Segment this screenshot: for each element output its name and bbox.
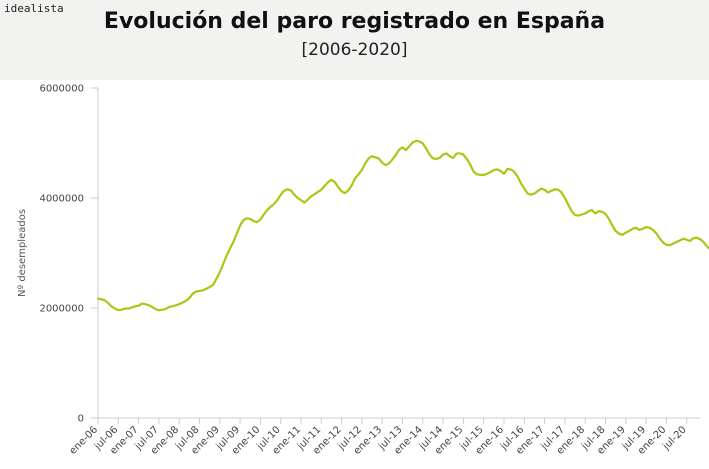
series-line bbox=[96, 139, 709, 312]
chart-header: idealista Evolución del paro registrado … bbox=[0, 0, 709, 80]
brand-logo: idealista bbox=[4, 2, 64, 15]
y-axis-label: Nº desempleados bbox=[17, 209, 28, 297]
y-axis: 0 2000000 4000000 6000000 bbox=[39, 84, 99, 425]
chart-subtitle: [2006-2020] bbox=[301, 40, 408, 60]
y-tick-label: 4000000 bbox=[39, 194, 84, 205]
y-tick-label: 0 bbox=[78, 414, 84, 425]
x-axis: ene-06jul-06ene-07jul-07ene-08jul-08ene-… bbox=[68, 417, 700, 457]
y-tick-label: 2000000 bbox=[39, 304, 84, 315]
y-tick-label: 6000000 bbox=[39, 84, 84, 95]
chart-title: Evolución del paro registrado en España bbox=[103, 9, 606, 34]
